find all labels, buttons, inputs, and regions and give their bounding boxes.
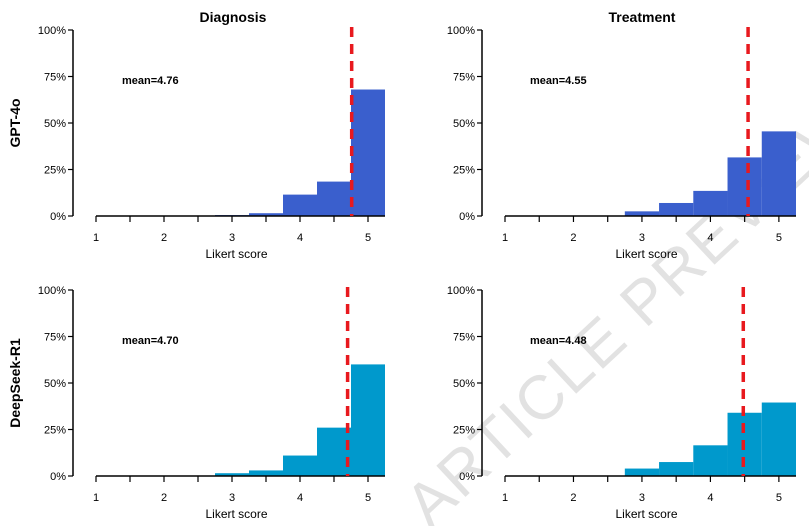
bar-3 <box>624 468 660 476</box>
x-axis-label: Likert score <box>615 507 677 521</box>
x-tick-label: 5 <box>776 232 782 244</box>
x-tick-label: 4 <box>707 492 713 504</box>
x-tick-label: 1 <box>502 492 508 504</box>
bar-4 <box>693 190 728 216</box>
x-tick-label: 5 <box>365 232 371 244</box>
y-tick-label: 100% <box>447 285 475 297</box>
chart-panel-deepseek-r1-treatment: 0% 25% 50% 75% 100% 1 2 3 4 5 Likert score mean=4.4… <box>447 285 796 521</box>
x-tick-label: 5 <box>365 492 371 504</box>
y-tick-label: 75% <box>453 72 475 84</box>
bar-3-5 <box>659 202 694 216</box>
x-tick-label: 3 <box>229 232 235 244</box>
bar-3-5 <box>249 470 283 476</box>
x-tick-label: 4 <box>297 492 303 504</box>
x-tick-label: 2 <box>161 232 167 244</box>
y-tick-label: 25% <box>44 425 66 437</box>
x-tick-label: 3 <box>229 492 235 504</box>
bar-3 <box>215 473 249 476</box>
mean-label: mean=4.70 <box>122 335 179 347</box>
bar-4 <box>283 455 317 476</box>
x-tick-label: 2 <box>161 492 167 504</box>
y-tick-label: 25% <box>453 165 475 177</box>
y-tick-label: 75% <box>44 72 66 84</box>
chart-panel-deepseek-r1-diagnosis: 0% 25% 50% 75% 100% 1 2 3 4 5 Likert score mean=4.7… <box>38 285 385 521</box>
bar-3-5 <box>659 462 694 476</box>
bar-5 <box>351 364 385 476</box>
bar-4 <box>283 194 317 216</box>
mean-label: mean=4.76 <box>122 75 179 87</box>
y-tick-label: 25% <box>453 425 475 437</box>
x-tick-label: 1 <box>93 232 99 244</box>
bar-4-5 <box>317 427 351 476</box>
x-tick-label: 3 <box>639 232 645 244</box>
x-tick-label: 4 <box>707 232 713 244</box>
x-tick-label: 4 <box>297 232 303 244</box>
y-tick-label: 100% <box>38 285 66 297</box>
x-tick-label: 3 <box>639 492 645 504</box>
bar-3 <box>624 211 660 216</box>
row-title-deepseek: DeepSeek-R1 <box>7 338 23 428</box>
y-tick-label: 50% <box>453 378 475 390</box>
mean-label: mean=4.55 <box>530 75 587 87</box>
bar-4-5 <box>727 157 762 216</box>
y-tick-label: 50% <box>453 118 475 130</box>
y-tick-label: 100% <box>38 25 66 37</box>
x-axis-label: Likert score <box>615 247 677 261</box>
bar-5 <box>761 402 796 476</box>
y-tick-label: 50% <box>44 118 66 130</box>
x-axis-label: Likert score <box>205 247 267 261</box>
y-tick-label: 0% <box>459 471 475 483</box>
y-tick-label: 75% <box>453 332 475 344</box>
chart-panel-gpt-4o-diagnosis: 0% 25% 50% 75% 100% 1 2 3 4 5 Likert score mean=4.7… <box>38 25 385 261</box>
chart-panel-gpt-4o-treatment: 0% 25% 50% 75% 100% 1 2 3 4 5 Likert score mean=4.5… <box>447 25 796 261</box>
x-tick-label: 2 <box>570 232 576 244</box>
mean-label: mean=4.48 <box>530 335 587 347</box>
row-title-gpt4o: GPT-4o <box>7 98 23 147</box>
bar-4-5 <box>317 181 351 216</box>
y-tick-label: 50% <box>44 378 66 390</box>
column-title-treatment: Treatment <box>609 9 676 25</box>
column-title-diagnosis: Diagnosis <box>200 9 267 25</box>
x-axis-label: Likert score <box>205 507 267 521</box>
bar-5 <box>761 131 796 216</box>
x-tick-label: 1 <box>502 232 508 244</box>
y-tick-label: 25% <box>44 165 66 177</box>
x-tick-label: 5 <box>776 492 782 504</box>
y-tick-label: 0% <box>50 471 66 483</box>
y-tick-label: 75% <box>44 332 66 344</box>
x-tick-label: 1 <box>93 492 99 504</box>
bar-5 <box>351 89 385 216</box>
y-tick-label: 100% <box>447 25 475 37</box>
x-tick-label: 2 <box>570 492 576 504</box>
y-tick-label: 0% <box>50 211 66 223</box>
bar-3-5 <box>249 213 283 216</box>
bar-4 <box>693 445 728 476</box>
y-tick-label: 0% <box>459 211 475 223</box>
